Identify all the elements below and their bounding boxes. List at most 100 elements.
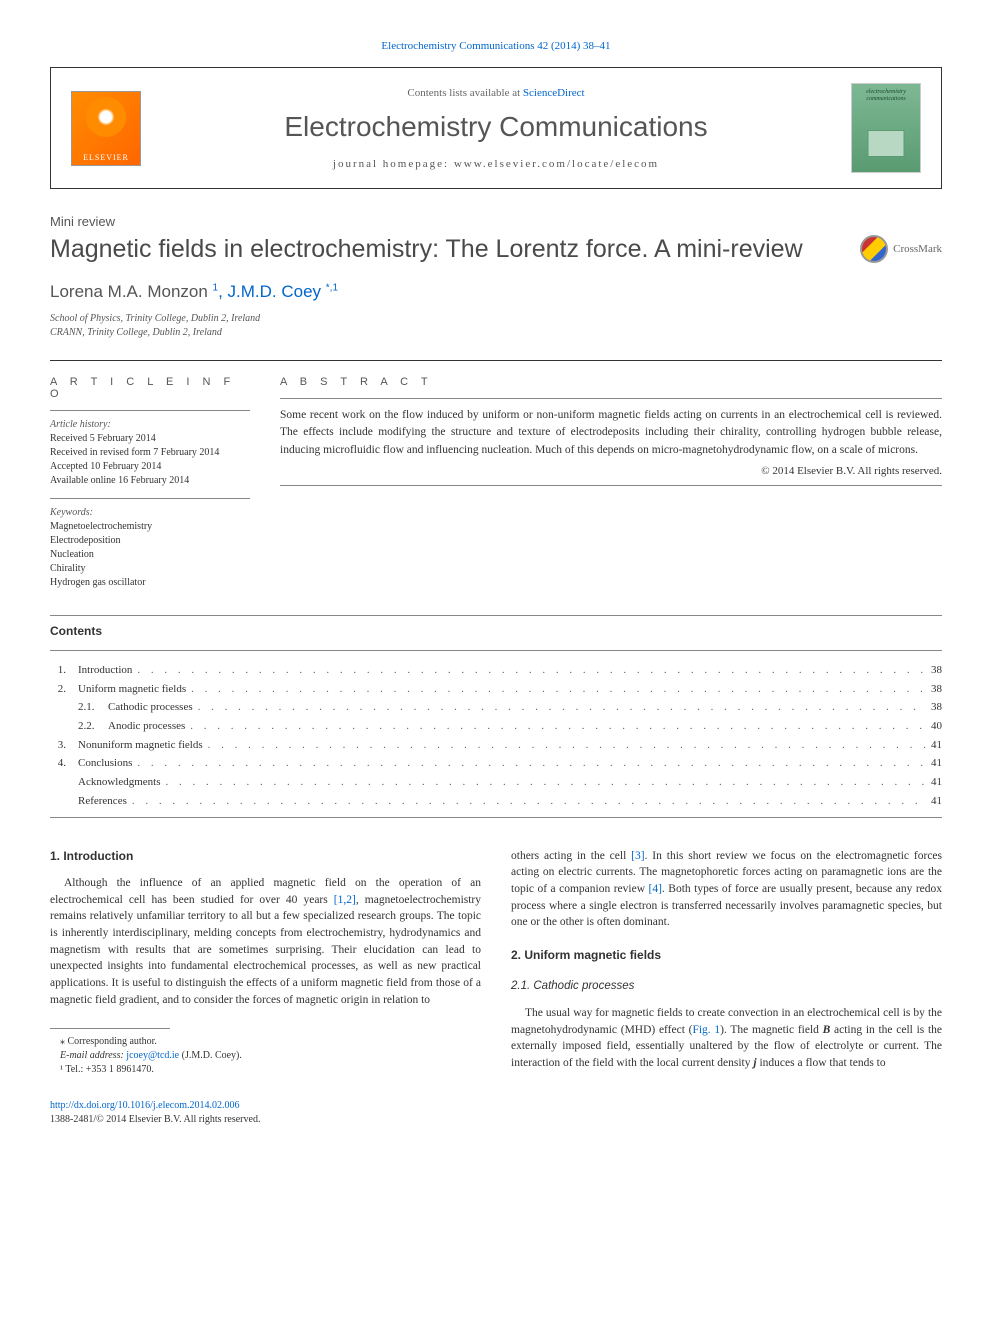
toc-leader-dots: . . . . . . . . . . . . . . . . . . . . … (193, 698, 927, 717)
divider (50, 410, 250, 411)
keyword: Nucleation (50, 548, 250, 562)
toc-leader-dots: . . . . . . . . . . . . . . . . . . . . … (132, 754, 927, 773)
toc-page-number: 41 (927, 773, 942, 792)
ref-link[interactable]: [1,2] (334, 894, 356, 906)
crossmark-label: CrossMark (893, 243, 942, 255)
section-2-1-heading: 2.1. Cathodic processes (511, 978, 942, 995)
footnote-email: E-mail address: jcoey@tcd.ie (J.M.D. Coe… (50, 1049, 481, 1063)
doi-block: http://dx.doi.org/10.1016/j.elecom.2014.… (50, 1099, 481, 1127)
footnote-divider (50, 1028, 170, 1029)
crossmark-badge[interactable]: CrossMark (860, 235, 942, 263)
toc-title: Uniform magnetic fields (78, 680, 186, 699)
authors-line: Lorena M.A. Monzon 1, J.M.D. Coey *,1 (50, 282, 942, 302)
toc-leader-dots: . . . . . . . . . . . . . . . . . . . . … (127, 792, 927, 811)
ref-link[interactable]: [3] (631, 850, 644, 862)
cathodic-paragraph-1: The usual way for magnetic fields to cre… (511, 1005, 942, 1072)
contents-heading: Contents (50, 624, 942, 638)
divider (50, 615, 942, 616)
toc-title: Nonuniform magnetic fields (78, 736, 203, 755)
history-received: Received 5 February 2014 (50, 432, 250, 446)
toc-number: 2.1. (50, 698, 108, 717)
divider (280, 485, 942, 486)
toc-leader-dots: . . . . . . . . . . . . . . . . . . . . … (132, 661, 927, 680)
history-revised: Received in revised form 7 February 2014 (50, 446, 250, 460)
sciencedirect-link[interactable]: ScienceDirect (523, 87, 585, 99)
toc-leader-dots: . . . . . . . . . . . . . . . . . . . . … (186, 680, 927, 699)
citation-header: Electrochemistry Communications 42 (2014… (50, 40, 942, 52)
elsevier-logo-text: ELSEVIER (83, 153, 129, 162)
history-accepted: Accepted 10 February 2014 (50, 460, 250, 474)
keyword: Hydrogen gas oscillator (50, 576, 250, 590)
affiliations: School of Physics, Trinity College, Dubl… (50, 312, 942, 340)
divider (280, 398, 942, 399)
crossmark-icon (860, 235, 888, 263)
history-online: Available online 16 February 2014 (50, 474, 250, 488)
toc-page-number: 41 (927, 792, 942, 811)
author-2[interactable]: , J.M.D. Coey (218, 282, 326, 301)
toc-page-number: 40 (927, 717, 942, 736)
footnote-corresponding: ⁎ Corresponding author. (50, 1035, 481, 1049)
toc-leader-dots: . . . . . . . . . . . . . . . . . . . . … (160, 773, 927, 792)
figure-link[interactable]: Fig. 1 (692, 1024, 720, 1036)
intro-paragraph-1: Although the influence of an applied mag… (50, 875, 481, 1008)
intro-paragraph-2: others acting in the cell [3]. In this s… (511, 848, 942, 931)
abstract-column: A B S T R A C T Some recent work on the … (280, 376, 942, 590)
history-label: Article history: (50, 419, 250, 430)
keywords-label: Keywords: (50, 507, 250, 518)
author-2-sup[interactable]: *,1 (326, 282, 338, 293)
article-type: Mini review (50, 214, 942, 229)
keyword: Chirality (50, 562, 250, 576)
toc-page-number: 41 (927, 754, 942, 773)
toc-title: Acknowledgments (78, 773, 160, 792)
toc-page-number: 41 (927, 736, 942, 755)
toc-row: 2.Uniform magnetic fields . . . . . . . … (50, 680, 942, 699)
toc-row: Acknowledgments . . . . . . . . . . . . … (50, 773, 942, 792)
homepage-line: journal homepage: www.elsevier.com/locat… (161, 158, 831, 170)
author-1: Lorena M.A. Monzon (50, 282, 213, 301)
toc-leader-dots: . . . . . . . . . . . . . . . . . . . . … (185, 717, 927, 736)
toc-row: 1.Introduction . . . . . . . . . . . . .… (50, 661, 942, 680)
keyword: Electrodeposition (50, 534, 250, 548)
toc-number: 4. (50, 754, 78, 773)
toc-row: 3.Nonuniform magnetic fields . . . . . .… (50, 736, 942, 755)
article-info-column: A R T I C L E I N F O Article history: R… (50, 376, 250, 590)
article-info-heading: A R T I C L E I N F O (50, 376, 250, 400)
toc-title: Conclusions (78, 754, 132, 773)
contents-available-line: Contents lists available at ScienceDirec… (161, 87, 831, 99)
toc-row: 2.1.Cathodic processes . . . . . . . . .… (50, 698, 942, 717)
abstract-text: Some recent work on the flow induced by … (280, 407, 942, 459)
affiliation-2: CRANN, Trinity College, Dublin 2, Irelan… (50, 326, 942, 340)
divider (50, 817, 942, 818)
abstract-heading: A B S T R A C T (280, 376, 942, 388)
toc-page-number: 38 (927, 661, 942, 680)
section-2-heading: 2. Uniform magnetic fields (511, 947, 942, 964)
toc-row: References . . . . . . . . . . . . . . .… (50, 792, 942, 811)
footnote-tel: ¹ Tel.: +353 1 8961470. (50, 1063, 481, 1077)
section-1-heading: 1. Introduction (50, 848, 481, 865)
divider (50, 650, 942, 651)
abstract-copyright: © 2014 Elsevier B.V. All rights reserved… (280, 465, 942, 477)
citation-link[interactable]: Electrochemistry Communications 42 (2014… (381, 40, 610, 52)
toc-title: Introduction (78, 661, 132, 680)
divider (50, 498, 250, 499)
journal-name: Electrochemistry Communications (161, 111, 831, 143)
keyword: Magnetoelectrochemistry (50, 520, 250, 534)
article-title: Magnetic fields in electrochemistry: The… (50, 235, 860, 264)
journal-cover-thumbnail: electrochemistry communications (851, 83, 921, 173)
table-of-contents: 1.Introduction . . . . . . . . . . . . .… (50, 650, 942, 818)
ref-link[interactable]: [4] (649, 883, 662, 895)
homepage-url: www.elsevier.com/locate/elecom (454, 158, 659, 170)
toc-leader-dots: . . . . . . . . . . . . . . . . . . . . … (203, 736, 927, 755)
journal-header-box: ELSEVIER Contents lists available at Sci… (50, 67, 942, 189)
affiliation-1: School of Physics, Trinity College, Dubl… (50, 312, 942, 326)
divider (50, 360, 942, 361)
toc-row: 2.2.Anodic processes . . . . . . . . . .… (50, 717, 942, 736)
toc-row: 4.Conclusions . . . . . . . . . . . . . … (50, 754, 942, 773)
toc-page-number: 38 (927, 680, 942, 699)
email-link[interactable]: jcoey@tcd.ie (126, 1050, 179, 1061)
toc-title: Anodic processes (108, 717, 185, 736)
toc-page-number: 38 (927, 698, 942, 717)
doi-link[interactable]: http://dx.doi.org/10.1016/j.elecom.2014.… (50, 1100, 240, 1111)
toc-number: 3. (50, 736, 78, 755)
body-column-left: 1. Introduction Although the influence o… (50, 848, 481, 1128)
